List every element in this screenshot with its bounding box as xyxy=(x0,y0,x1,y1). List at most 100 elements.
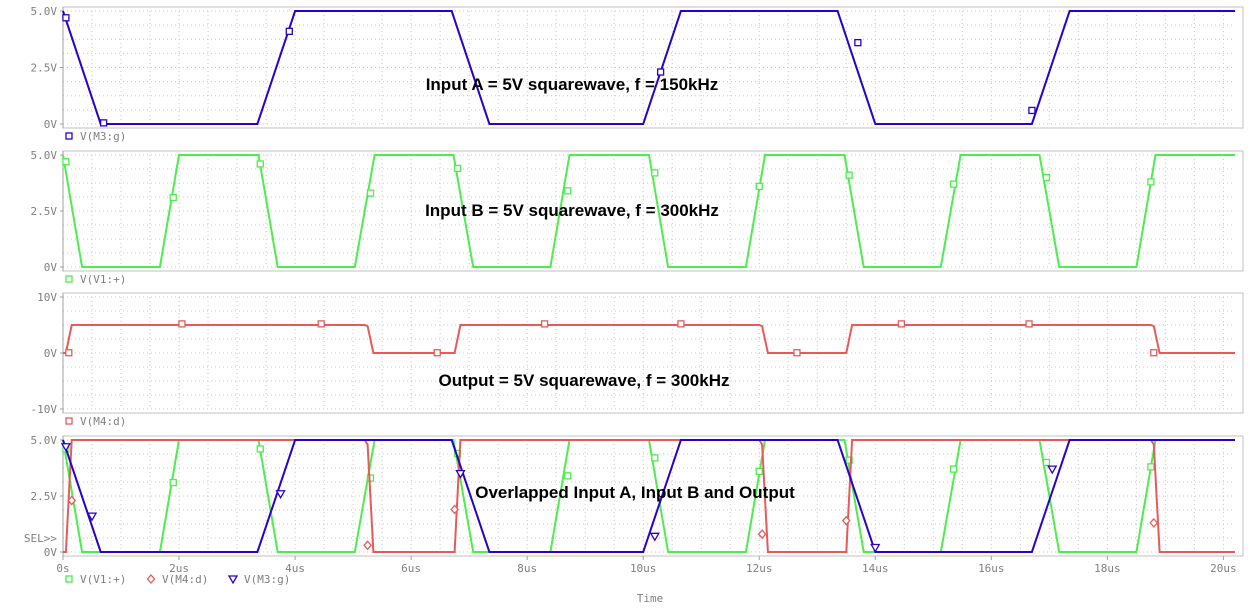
legend-diamond-icon xyxy=(146,574,156,584)
y-tick-label: 5.0V xyxy=(31,434,58,447)
y-tick-label: 5.0V xyxy=(31,5,58,18)
legend-square-icon xyxy=(65,275,73,283)
panel-annotation: Overlapped Input A, Input B and Output xyxy=(475,483,795,502)
legend-entry[interactable]: V(V1:+) xyxy=(65,573,126,586)
legend-entry[interactable]: V(V1:+) xyxy=(65,273,126,286)
data-marker xyxy=(86,512,98,522)
data-marker xyxy=(651,454,659,462)
data-marker xyxy=(256,445,264,453)
panel-annotation: Input A = 5V squarewave, f = 150kHz xyxy=(426,75,719,94)
legend-label: V(M3:g) xyxy=(244,573,290,586)
y-tick-label: 2.5V xyxy=(31,205,58,218)
x-tick-label: 12us xyxy=(746,562,773,575)
y-tick-label: 5.0V xyxy=(31,149,58,162)
sel-marker-label: SEL>> xyxy=(24,532,57,545)
data-marker xyxy=(854,38,862,47)
plot-panel-1: 5.0V 2.5V 0V Input A = 5V squarewave, f = 1… xyxy=(31,5,1244,143)
data-marker xyxy=(793,349,801,357)
data-marker xyxy=(60,443,72,453)
x-tick-label: 18us xyxy=(1094,562,1121,575)
data-marker xyxy=(757,529,767,540)
data-marker xyxy=(677,320,685,328)
data-marker xyxy=(755,467,763,476)
x-tick-label: 8us xyxy=(517,562,537,575)
data-marker xyxy=(1042,173,1051,182)
data-marker xyxy=(62,158,70,166)
legend-square-icon xyxy=(65,132,73,140)
data-marker xyxy=(649,532,660,542)
data-marker xyxy=(1028,106,1036,115)
y-tick-label: 2.5V xyxy=(31,62,58,75)
data-marker xyxy=(1025,320,1033,328)
legend-entry[interactable]: V(M3:g) xyxy=(227,573,290,586)
data-marker xyxy=(275,490,286,500)
data-marker xyxy=(1047,465,1058,475)
data-marker xyxy=(453,164,462,173)
legend-label: V(M4:d) xyxy=(80,415,126,428)
y-tick-label: 0V xyxy=(44,347,58,360)
data-marker xyxy=(845,171,853,179)
data-marker xyxy=(169,193,177,202)
x-tick-label: 4us xyxy=(285,562,305,575)
data-marker xyxy=(656,68,665,76)
legend-label: V(V1:+) xyxy=(80,573,126,586)
legend-entry[interactable]: V(M4:d) xyxy=(146,573,209,586)
data-marker xyxy=(1147,178,1155,186)
legend-label: V(M3:g) xyxy=(80,130,126,143)
data-marker xyxy=(67,495,77,506)
legend-triangle-icon xyxy=(227,575,239,585)
y-tick-label: 10V xyxy=(37,291,57,304)
data-marker xyxy=(455,469,466,479)
data-marker xyxy=(1042,458,1051,467)
data-marker xyxy=(755,182,763,191)
x-tick-label: 20us xyxy=(1210,562,1237,575)
plot-panel-2: 5.0V 2.5V 0V Input B = 5V squarewave, f = 3… xyxy=(31,149,1244,286)
data-marker xyxy=(1150,349,1158,357)
data-marker xyxy=(1149,517,1159,528)
data-marker xyxy=(651,169,659,177)
x-tick-label: 2us xyxy=(169,562,189,575)
panel-frame xyxy=(62,6,1244,129)
data-marker xyxy=(564,187,572,195)
y-tick-label: 2.5V xyxy=(31,490,58,503)
data-marker xyxy=(256,160,264,168)
legend-label: V(V1:+) xyxy=(80,273,126,286)
legend-entry[interactable]: V(M3:g) xyxy=(65,130,126,143)
x-tick-label: 6us xyxy=(401,562,421,575)
series-line-V(V1:+) xyxy=(62,154,1235,268)
panel-annotation: Output = 5V squarewave, f = 300kHz xyxy=(438,371,729,390)
data-marker xyxy=(317,320,325,328)
legend-label: V(M4:d) xyxy=(162,573,208,586)
legend-entry[interactable]: V(M4:d) xyxy=(65,415,126,428)
data-marker xyxy=(540,320,549,328)
data-marker xyxy=(1147,463,1155,471)
data-marker xyxy=(285,27,293,35)
data-marker xyxy=(949,180,958,188)
series-line-V(M3:g) xyxy=(62,439,1235,553)
plot-panel-3: 10V 0V -10V Output = 5V squarewave, f = 300… xyxy=(31,291,1244,428)
data-marker xyxy=(949,465,958,473)
x-tick-label: 0s xyxy=(56,562,69,575)
y-tick-label: 0V xyxy=(44,261,58,274)
data-marker xyxy=(897,320,906,328)
series-line-V(M4:d) xyxy=(63,324,1235,354)
data-marker xyxy=(65,349,73,357)
x-tick-label: 14us xyxy=(862,562,889,575)
panel-frame xyxy=(62,292,1244,414)
data-marker xyxy=(366,189,375,197)
data-marker xyxy=(450,504,459,515)
data-marker xyxy=(845,456,853,464)
series-line-V(M3:g) xyxy=(62,10,1235,125)
data-marker xyxy=(433,349,441,357)
data-marker xyxy=(62,14,70,22)
x-tick-label: 10us xyxy=(630,562,657,575)
legend-square-icon xyxy=(65,575,73,583)
data-marker xyxy=(870,543,881,553)
data-marker xyxy=(564,472,572,480)
panel-annotation: Input B = 5V squarewave, f = 300kHz xyxy=(425,201,719,220)
x-axis-label: Time xyxy=(637,592,664,605)
data-marker xyxy=(169,478,177,487)
data-marker xyxy=(99,119,108,127)
